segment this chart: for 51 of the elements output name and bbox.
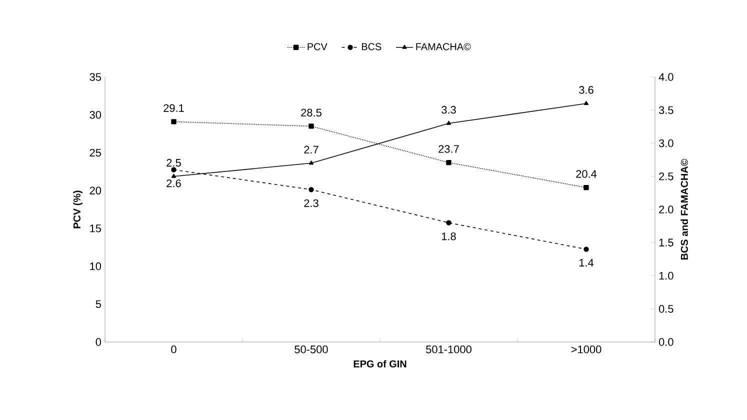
x-tick-label: 501-1000 bbox=[426, 346, 472, 354]
y2-tick-label: 3.5 bbox=[658, 106, 674, 114]
y2-tick-label: 3.0 bbox=[658, 139, 674, 148]
data-label: 2.7 bbox=[304, 146, 318, 154]
y-tick-label: 10 bbox=[90, 262, 102, 270]
y-tick-label: 0 bbox=[96, 338, 102, 346]
y2-tick-label: 2.5 bbox=[659, 172, 674, 180]
y2-tick-label: 4.0 bbox=[658, 73, 674, 81]
point bbox=[584, 184, 589, 190]
data-label: 3.6 bbox=[579, 86, 594, 94]
data-label: 23.7 bbox=[438, 145, 459, 153]
point bbox=[446, 220, 452, 226]
x-tick-label: >1000 bbox=[571, 346, 602, 354]
x-tick-label: 50-500 bbox=[294, 346, 328, 354]
x-axis-title: EPG of GIN bbox=[354, 360, 406, 368]
point bbox=[308, 160, 314, 165]
y2-tick-label: 2.0 bbox=[659, 206, 674, 214]
point bbox=[171, 167, 176, 172]
legend-label: FAMACHA© bbox=[416, 43, 471, 50]
point bbox=[171, 174, 176, 178]
point bbox=[584, 100, 589, 105]
y2-tick-label: 1.5 bbox=[659, 238, 674, 246]
legend-label: PCV bbox=[308, 43, 328, 50]
y-tick-label: 15 bbox=[90, 224, 102, 232]
data-label: 29.1 bbox=[164, 104, 184, 112]
y2-tick-label: 0.0 bbox=[658, 338, 674, 346]
data-label: 3.3 bbox=[442, 106, 456, 114]
data-label: 2.5 bbox=[166, 158, 181, 167]
point bbox=[446, 160, 452, 166]
y-tick-label: 5 bbox=[96, 300, 102, 308]
y-tick-label: 20 bbox=[90, 186, 102, 194]
point bbox=[584, 246, 589, 252]
point bbox=[171, 119, 176, 124]
point bbox=[446, 120, 452, 125]
data-label: 1.8 bbox=[442, 232, 456, 240]
data-label: 1.4 bbox=[579, 258, 594, 266]
data-label: 28.5 bbox=[301, 108, 322, 117]
y2-tick-label: 1.0 bbox=[659, 272, 674, 280]
y-tick-label: 35 bbox=[90, 73, 102, 81]
y-tick-label: 25 bbox=[90, 148, 102, 157]
y-axis-title: PCV (%) bbox=[73, 190, 82, 228]
y2-axis-title: BCS and FAMACHA© bbox=[680, 158, 688, 260]
data-label: 2.6 bbox=[166, 179, 181, 188]
point bbox=[308, 124, 314, 129]
point bbox=[308, 187, 314, 192]
legend-label: BCS bbox=[362, 43, 382, 50]
x-tick-label: 0 bbox=[171, 346, 176, 354]
data-label: 2.3 bbox=[304, 199, 318, 208]
y-tick-label: 30 bbox=[90, 110, 102, 119]
data-label: 20.4 bbox=[576, 170, 597, 178]
y2-tick-label: 0.5 bbox=[658, 305, 674, 313]
